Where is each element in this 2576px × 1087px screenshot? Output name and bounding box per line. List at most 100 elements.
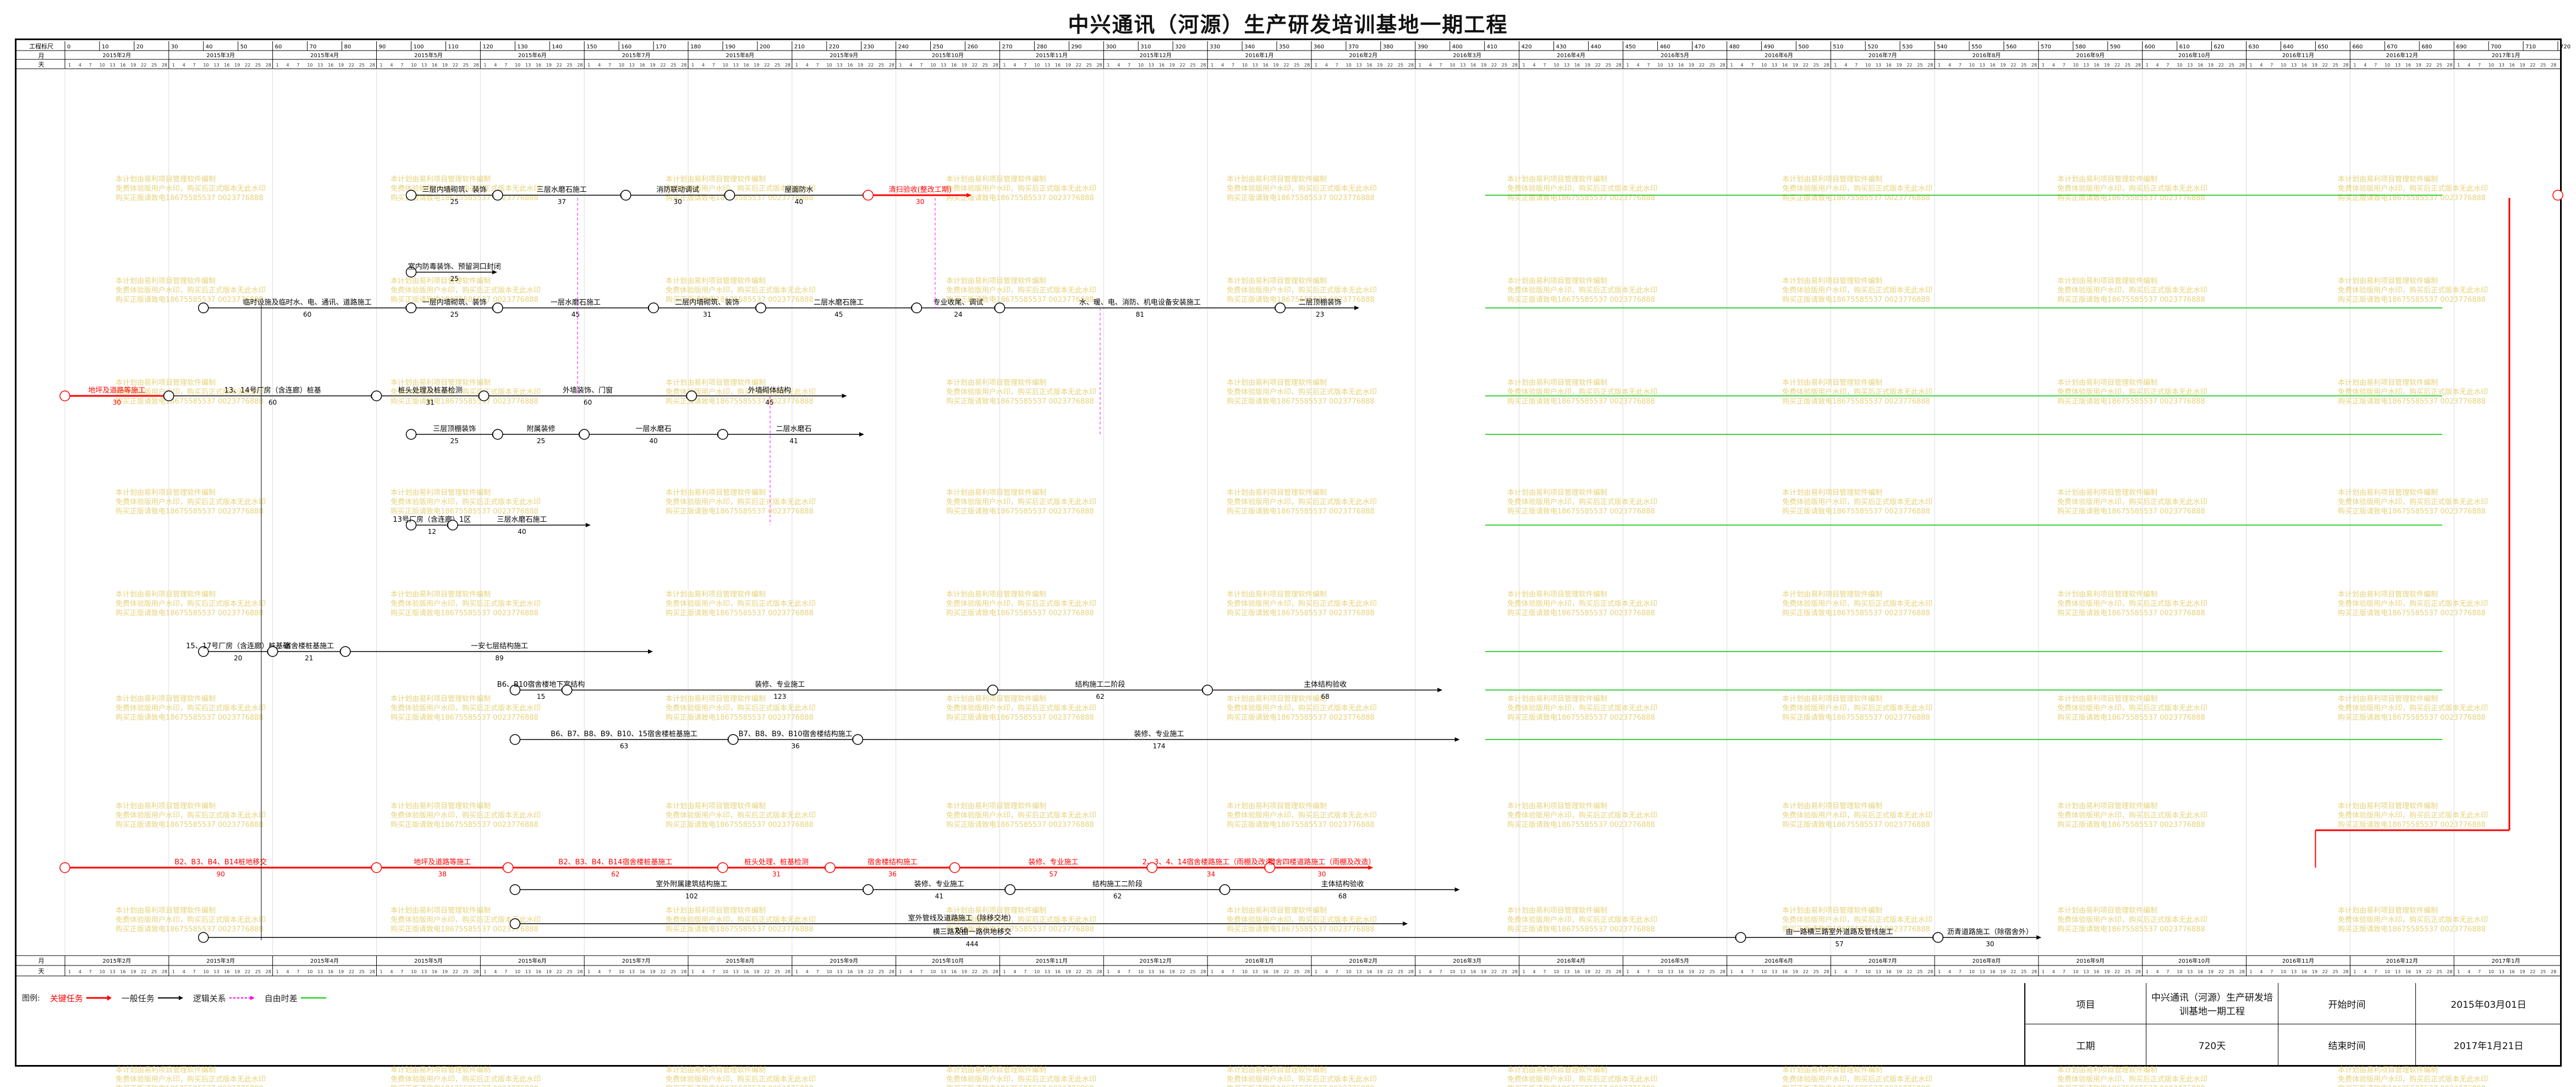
watermark-text: 购买正版请致电18675585537 0023776888 <box>946 609 1094 617</box>
watermark-text: 购买正版请致电18675585537 0023776888 <box>116 609 263 617</box>
day-label-bottom: 16 <box>951 969 957 974</box>
event-node <box>509 685 521 696</box>
watermark-text: 免费体验版用户水印，购买后正式版本无此水印 <box>2057 811 2207 820</box>
watermark-text: 购买正版请致电18675585537 0023776888 <box>2057 507 2205 516</box>
month-label: 2015年11月 <box>1036 52 1068 59</box>
day-label-bottom: 1 <box>1419 969 1421 974</box>
watermark-text: 免费体验版用户水印，购买后正式版本无此水印 <box>1227 915 1377 924</box>
day-label-bottom: 16 <box>1263 969 1268 974</box>
watermark-text: 本计划由易利项目管理软件编制 <box>1782 591 1882 599</box>
day-label: 13 <box>525 63 531 68</box>
event-node <box>267 646 278 657</box>
watermark-text: 免费体验版用户水印，购买后正式版本无此水印 <box>2057 286 2207 295</box>
day-label-bottom: 28 <box>1720 969 1725 974</box>
day-label: 25 <box>1502 63 1507 68</box>
event-node <box>371 862 382 873</box>
watermark-text: 购买正版请致电18675585537 0023776888 <box>946 925 1094 934</box>
scale-label: 700 <box>2491 44 2501 50</box>
watermark-text: 免费体验版用户水印，购买后正式版本无此水印 <box>1227 184 1377 193</box>
legend: 图例: 关键任务 一般任务 逻辑关系 自由时差 <box>22 990 326 1006</box>
scale-label: 0 <box>67 44 70 50</box>
watermark-text: 免费体验版用户水印，购买后正式版本无此水印 <box>391 388 541 396</box>
day-label: 4 <box>390 63 393 68</box>
watermark-text: 购买正版请致电18675585537 0023776888 <box>391 713 539 722</box>
event-node <box>405 302 417 313</box>
watermark-text: 免费体验版用户水印，购买后正式版本无此水印 <box>1507 388 1657 396</box>
day-label-bottom: 25 <box>2540 969 2546 974</box>
watermark-text: 购买正版请致电18675585537 0023776888 <box>391 820 539 829</box>
day-label-bottom: 4 <box>1325 969 1328 974</box>
day-label-bottom: 19 <box>754 969 759 974</box>
watermark-text: 购买正版请致电18675585537 0023776888 <box>1782 1084 1930 1087</box>
watermark-text: 本计划由易利项目管理软件编制 <box>666 489 766 497</box>
day-label-bottom: 1 <box>276 969 279 974</box>
watermark-text: 免费体验版用户水印，购买后正式版本无此水印 <box>116 498 266 506</box>
day-label: 16 <box>743 63 749 68</box>
watermark-text: 购买正版请致电18675585537 0023776888 <box>116 507 263 516</box>
watermark-text: 本计划由易利项目管理软件编制 <box>946 277 1046 285</box>
day-label-bottom: 22 <box>557 969 562 974</box>
scale-label: 180 <box>690 44 701 50</box>
task-duration: 36 <box>791 742 799 750</box>
day-label: 28 <box>1512 63 1518 68</box>
scale-label: 40 <box>206 44 213 50</box>
month-label-bottom: 2016年11月 <box>2282 957 2314 964</box>
scale-label: 490 <box>1764 44 1774 50</box>
event-node <box>561 685 573 696</box>
day-label-bottom: 13 <box>1668 969 1673 974</box>
day-label: 28 <box>1096 63 1102 68</box>
day-label-bottom: 1 <box>1107 969 1110 974</box>
watermark-text: 免费体验版用户水印，购买后正式版本无此水印 <box>1507 286 1657 295</box>
watermark-text: 本计划由易利项目管理软件编制 <box>1507 489 1607 497</box>
watermark-text: 本计划由易利项目管理软件编制 <box>2338 379 2438 387</box>
month-label: 2016年2月 <box>1349 52 1378 59</box>
watermark-text: 购买正版请致电18675585537 0023776888 <box>946 295 1094 304</box>
day-label: 22 <box>1076 63 1081 68</box>
scale-label: 550 <box>1971 44 1982 50</box>
task-label: 室外管线及道路施工（除移交地） <box>908 914 1015 923</box>
day-label-bottom: 7 <box>608 969 611 974</box>
day-label: 16 <box>1159 63 1165 68</box>
day-label: 22 <box>2530 63 2535 68</box>
day-label: 1 <box>2042 63 2045 68</box>
watermark-text: 免费体验版用户水印，购买后正式版本无此水印 <box>1782 388 1932 396</box>
day-label-bottom: 4 <box>2364 969 2366 974</box>
task-label: 三层顶棚装饰 <box>433 425 476 433</box>
legend-float: 自由时差 <box>265 992 326 1004</box>
month-label-bottom: 2016年7月 <box>1869 957 1897 964</box>
day-label-bottom: 25 <box>2125 969 2130 974</box>
day-label-bottom: 1 <box>2353 969 2356 974</box>
event-node <box>911 302 922 313</box>
event-node <box>2552 190 2563 201</box>
day-label-bottom: 10 <box>1865 969 1871 974</box>
task-duration: 60 <box>584 399 592 406</box>
watermark-text: 本计划由易利项目管理软件编制 <box>2057 277 2157 285</box>
watermark-text: 本计划由易利项目管理软件编制 <box>946 591 1046 599</box>
day-label-bottom: 16 <box>1678 969 1684 974</box>
task-duration: 62 <box>611 870 619 878</box>
day-label-bottom: 7 <box>2166 969 2169 974</box>
day-label: 25 <box>1813 63 1819 68</box>
watermark-text: 本计划由易利项目管理软件编制 <box>1507 1066 1607 1074</box>
task-duration: 24 <box>954 311 962 318</box>
day-label-bottom: 19 <box>1896 969 1902 974</box>
day-label: 19 <box>546 63 552 68</box>
day-label: 1 <box>1003 63 1006 68</box>
day-label: 13 <box>1149 63 1154 68</box>
page-title: 中兴通讯（河源）生产研发培训基地一期工程 <box>1068 12 1508 37</box>
day-label-bottom: 13 <box>317 969 323 974</box>
day-label: 13 <box>1045 63 1050 68</box>
scale-label: 670 <box>2387 44 2397 50</box>
watermark-text: 本计划由易利项目管理软件编制 <box>1227 802 1327 810</box>
task-label: 沥青道路施工（除宿舍外） <box>1947 928 2033 936</box>
footer-row-label: 天 <box>39 968 45 975</box>
day-label-bottom: 7 <box>816 969 819 974</box>
month-label-bottom: 2016年4月 <box>1557 957 1585 964</box>
task-label: 一层水磨石施工 <box>551 299 601 307</box>
day-label: 13 <box>1772 63 1777 68</box>
task-label: 屋面防水 <box>784 185 813 194</box>
day-label-bottom: 19 <box>2000 969 2006 974</box>
task-arrowhead <box>2036 935 2042 940</box>
day-label-bottom: 28 <box>1096 969 1102 974</box>
watermark-text: 购买正版请致电18675585537 0023776888 <box>2057 925 2205 934</box>
